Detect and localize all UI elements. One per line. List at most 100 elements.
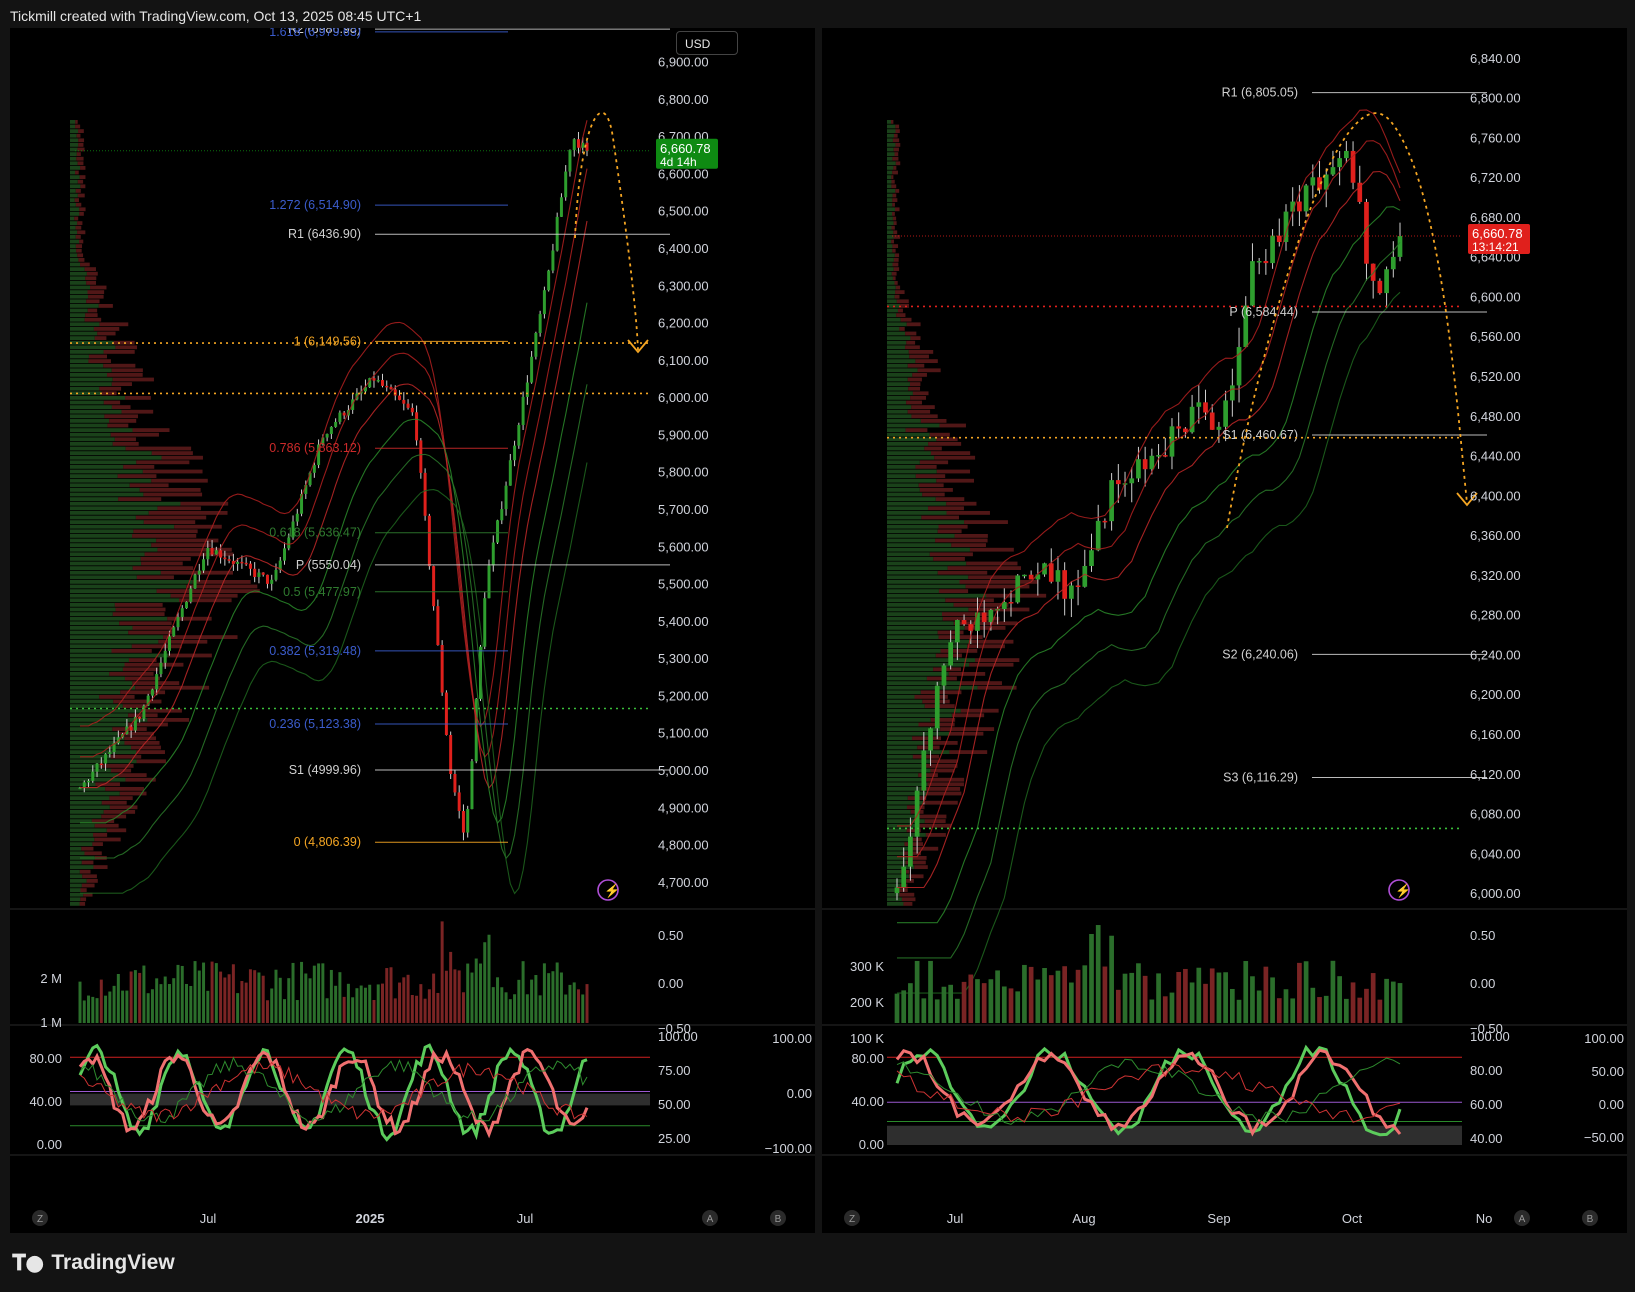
axis-button-z[interactable] (32, 1210, 48, 1226)
volume-profile-bar-up (887, 800, 924, 805)
candle-up (155, 674, 159, 690)
currency-button[interactable]: USD (676, 31, 738, 55)
volume-profile-bar-up (70, 773, 119, 777)
candle-up (1136, 459, 1141, 479)
candle-down (1263, 261, 1269, 264)
volume-bar-up (1189, 982, 1195, 1023)
volume-profile-bar-up (887, 865, 915, 869)
volume-profile-bar-down (75, 235, 81, 239)
volume-profile-bar-down (911, 414, 938, 419)
volume-profile-bar-up (887, 156, 893, 161)
moving-average-band (897, 109, 1401, 827)
chart-panel-right[interactable]: R1 (6,805.05) P (6,584.44) S1 (6,460.67) S2… (822, 28, 1627, 1233)
candle-up (1095, 520, 1101, 551)
moving-average-band (80, 220, 588, 789)
volume-profile-bar-down (157, 547, 232, 552)
volume-profile-bar-down (125, 396, 151, 400)
volume-profile-bar-up (70, 506, 158, 511)
volume-profile-bar-up (70, 239, 80, 244)
tradingview-logo: 𝐓● TradingView (12, 1248, 175, 1278)
volume-profile-bar-down (141, 561, 183, 566)
volume-profile-bar-up (70, 175, 80, 179)
volume-profile-bar-down (88, 294, 104, 299)
volume-bar-down (1183, 968, 1188, 1023)
volume-profile-bar-down (938, 589, 969, 593)
volume-profile-bar-down (103, 363, 136, 368)
volume-profile-bar-up (887, 152, 895, 156)
candle-up (581, 142, 585, 148)
volume-profile-bar-down (971, 639, 1014, 644)
volume-profile-bar-down (893, 133, 898, 138)
volume-profile-bar-up (70, 561, 142, 566)
volume-profile-bar-down (901, 897, 916, 902)
axis-button-b[interactable] (1582, 1210, 1598, 1226)
volume-profile-bar-up (887, 124, 896, 129)
candle-up (988, 609, 994, 623)
price-axis-tick: 5,700.00 (658, 502, 709, 517)
volume-profile-bar-up (70, 382, 112, 386)
volume-bar-up (568, 984, 572, 1023)
candle-up (547, 270, 551, 291)
volume-profile-bar-down (142, 469, 203, 474)
forecast-arc (1226, 112, 1468, 529)
volume-profile-bar-down (76, 133, 81, 138)
candle-up (513, 445, 517, 461)
tradingview-wordmark: TradingView (51, 1251, 175, 1274)
candle-up (1290, 201, 1296, 212)
volume-profile-bar-down (918, 483, 944, 488)
axis-button-a[interactable] (1514, 1210, 1530, 1226)
axis-button-a[interactable] (702, 1210, 718, 1226)
volume-profile-bar-down (132, 428, 170, 432)
volume-profile-bar-down (84, 317, 102, 322)
volume-profile-bar-up (70, 676, 125, 681)
volume-bar-up (1390, 981, 1396, 1023)
chart-svg-right[interactable]: R1 (6,805.05) P (6,584.44) S1 (6,460.67) S2… (822, 28, 1627, 1233)
volume-bar-up (894, 993, 900, 1023)
volume-profile-bar-down (892, 212, 895, 216)
volume-profile-bar-up (70, 667, 123, 672)
volume-bar-up (1303, 961, 1309, 1023)
chart-panel-left[interactable]: R2 (6986.98) 1.618 (6,979.63) 1.272 (6,514… (10, 28, 815, 1233)
chart-svg-left[interactable]: R2 (6986.98)1.618 (6,979.63) 1.272 (6,514… (10, 28, 815, 1233)
candle-up (1303, 185, 1309, 212)
oscillator-axis-tick: 60.00 (1470, 1097, 1503, 1112)
volume-bar-up (901, 990, 907, 1023)
volume-profile-bar-down (895, 161, 901, 166)
axis-button-z[interactable] (844, 1210, 860, 1226)
volume-profile-bar-up (887, 308, 898, 313)
candle-down (1008, 602, 1014, 604)
price-level-label: S3 (6,116.29) (1223, 770, 1298, 784)
price-level-label: 1.618 (6,979.63) (269, 28, 361, 39)
volume-profile-bar-down (79, 207, 86, 212)
volume-bar-up (1149, 999, 1155, 1023)
price-level-label: 0.5 (5,477.97) (283, 585, 361, 599)
candle-down (248, 563, 252, 569)
volume-profile-bar-up (887, 460, 920, 465)
oscillator-axis-tick: 50.00 (658, 1097, 691, 1112)
volume-profile-bar-up (70, 276, 86, 281)
candle-down (227, 559, 231, 561)
volume-profile-bar-down (167, 616, 212, 621)
volume-bar-up (941, 986, 947, 1023)
volume-profile-bar-down (76, 152, 81, 156)
volume-profile-bar-up (70, 179, 78, 184)
axis-button-b[interactable] (770, 1210, 786, 1226)
candle-up (1069, 585, 1074, 599)
volume-bar-up (988, 979, 994, 1023)
price-axis-tick: 6,200.00 (658, 316, 709, 331)
candle-down (1183, 428, 1188, 433)
candle-up (975, 612, 980, 631)
price-axis-tick: 6,900.00 (658, 55, 709, 70)
volume-bar-down (415, 995, 419, 1023)
candle-up (1390, 256, 1396, 270)
volume-profile-bar-down (926, 791, 962, 796)
time-axis-tick: No (1476, 1211, 1493, 1226)
volume-profile-bar-down (128, 722, 168, 727)
volume-profile-bar-up (887, 432, 930, 437)
volume-profile-bar-down (111, 405, 131, 409)
volume-profile-bar-down (83, 892, 93, 897)
candle-down (453, 773, 457, 793)
volume-profile-bar-down (122, 667, 159, 672)
volume-profile-bar-down (920, 690, 962, 695)
volume-profile-bar-up (70, 658, 129, 662)
